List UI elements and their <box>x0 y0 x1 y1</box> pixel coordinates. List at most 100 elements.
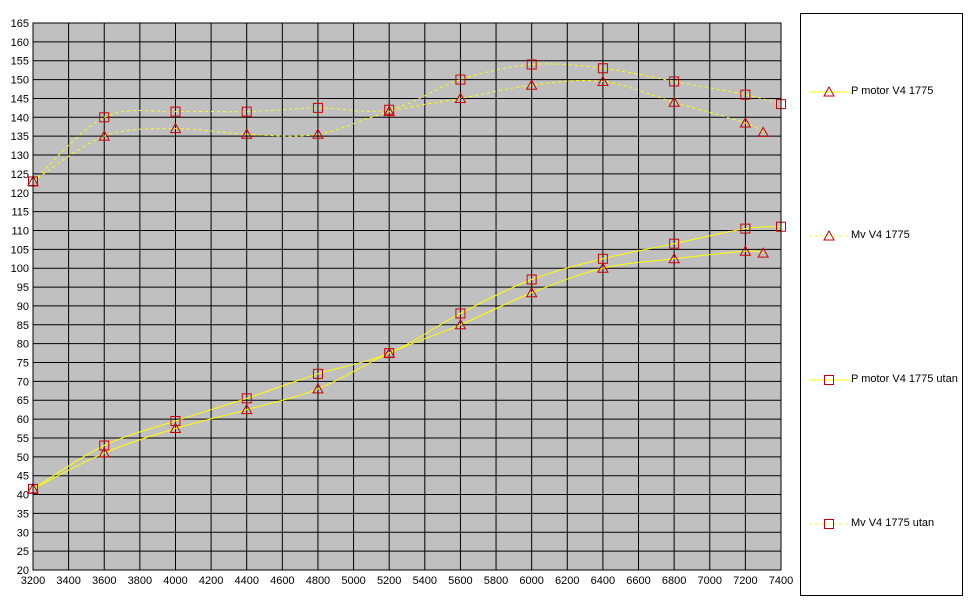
data-point-marker <box>455 308 466 319</box>
line-chart: 3200 3400 3600 3800 4000 4200 4400 4600 4800 5000… <box>11 18 794 587</box>
legend-swatch-mv-utan <box>809 519 849 529</box>
x-tick-label: 5000 <box>341 575 365 587</box>
y-tick-label: 85 <box>17 320 29 332</box>
data-point-marker <box>312 382 324 394</box>
data-point-marker <box>526 59 537 70</box>
data-point-marker <box>454 92 467 103</box>
x-tick-label: 5200 <box>377 575 401 587</box>
data-point-marker <box>455 74 466 85</box>
plot-area <box>33 23 781 570</box>
data-point-marker <box>597 75 609 86</box>
y-tick-label: 145 <box>11 93 29 105</box>
data-point-marker <box>240 128 253 139</box>
data-point-marker <box>525 79 538 90</box>
legend-swatch-p-motor <box>809 85 849 97</box>
legend-entry-mv: Mv V4 1775 <box>801 228 964 244</box>
y-tick-label: 50 <box>17 452 29 464</box>
data-point-marker <box>669 238 680 249</box>
x-tick-label: 6000 <box>519 575 543 587</box>
x-tick-label: 6400 <box>591 575 615 587</box>
data-point-marker <box>170 106 181 117</box>
x-tick-label: 4200 <box>199 575 223 587</box>
data-point-marker <box>597 253 608 264</box>
x-tick-label: 5800 <box>484 575 508 587</box>
y-tick-label: 135 <box>11 131 29 143</box>
x-tick-label: 4600 <box>270 575 294 587</box>
legend-entry-mv-utan: Mv V4 1775 utan <box>801 516 964 532</box>
y-tick-label: 115 <box>11 207 29 219</box>
data-point-marker <box>668 96 680 107</box>
y-tick-label: 155 <box>11 56 29 68</box>
x-tick-label: 3400 <box>56 575 80 587</box>
data-point-marker <box>170 415 181 426</box>
y-tick-label: 100 <box>11 263 29 275</box>
legend-label-mv-utan: Mv V4 1775 utan <box>851 517 935 529</box>
y-tick-label: 25 <box>17 546 29 558</box>
data-point-marker <box>98 130 111 141</box>
y-tick-label: 95 <box>17 282 29 294</box>
y-tick-label: 70 <box>17 376 29 388</box>
legend-swatch-mv <box>809 229 849 241</box>
x-tick-label: 7400 <box>769 575 793 587</box>
y-tick-label: 105 <box>11 244 29 256</box>
y-tick-label: 55 <box>17 433 29 445</box>
legend-marker <box>823 85 835 97</box>
x-tick-label: 7200 <box>733 575 757 587</box>
x-tick-label: 3800 <box>128 575 152 587</box>
data-point-marker <box>99 112 110 123</box>
legend-marker <box>824 519 834 529</box>
data-point-marker <box>98 447 111 458</box>
y-tick-label: 75 <box>17 358 29 370</box>
data-point-marker <box>169 122 182 134</box>
data-point-marker <box>597 63 608 74</box>
data-point-marker <box>739 116 752 128</box>
y-tick-label: 60 <box>17 414 29 426</box>
data-point-marker <box>383 105 396 117</box>
x-tick-label: 6800 <box>662 575 686 587</box>
legend-swatch-p-motor-utan <box>809 375 849 385</box>
y-tick-label: 80 <box>17 339 29 351</box>
x-tick-label: 4400 <box>234 575 258 587</box>
data-point-marker <box>312 128 324 139</box>
legend-label-p-motor-utan: P motor V4 1775 utan <box>851 373 958 385</box>
data-point-marker <box>312 368 323 379</box>
data-point-marker <box>757 247 770 258</box>
x-tick-label: 7000 <box>698 575 722 587</box>
legend-marker <box>824 375 834 385</box>
data-point-marker <box>241 393 252 404</box>
data-point-marker <box>757 126 770 137</box>
series-markers <box>27 59 786 494</box>
data-point-marker <box>525 286 538 298</box>
data-point-marker <box>384 104 395 115</box>
legend-entry-p-motor: P motor V4 1775 <box>801 84 964 100</box>
data-point-marker <box>740 89 751 100</box>
x-tick-label: 5600 <box>448 575 472 587</box>
x-tick-label: 6200 <box>555 575 579 587</box>
axis-ticks: 3200 3400 3600 3800 4000 4200 4400 4600 4800 5000… <box>11 18 794 587</box>
x-tick-label: 3600 <box>92 575 116 587</box>
x-tick-label: 3200 <box>21 575 45 587</box>
y-tick-label: 125 <box>11 169 29 181</box>
legend-label-p-motor: P motor V4 1775 <box>851 85 934 97</box>
data-point-marker <box>241 106 252 117</box>
x-tick-label: 6600 <box>626 575 650 587</box>
y-tick-label: 165 <box>11 18 29 30</box>
y-tick-label: 30 <box>17 527 29 539</box>
data-point-marker <box>739 245 752 256</box>
x-tick-label: 4800 <box>306 575 330 587</box>
series-line-1 <box>32 79 764 182</box>
y-tick-label: 90 <box>17 301 29 313</box>
x-tick-label: 4000 <box>163 575 187 587</box>
legend-marker <box>823 229 835 241</box>
y-tick-label: 140 <box>11 112 29 124</box>
data-point-marker <box>740 223 751 234</box>
series-line-2 <box>32 226 782 490</box>
x-tick-label: 5400 <box>413 575 437 587</box>
y-tick-label: 160 <box>11 37 29 49</box>
y-tick-label: 150 <box>11 75 29 87</box>
y-tick-label: 35 <box>17 508 29 520</box>
data-point-marker <box>597 262 609 273</box>
data-point-marker <box>454 318 467 330</box>
data-point-marker <box>169 422 182 434</box>
y-tick-label: 130 <box>11 150 29 162</box>
